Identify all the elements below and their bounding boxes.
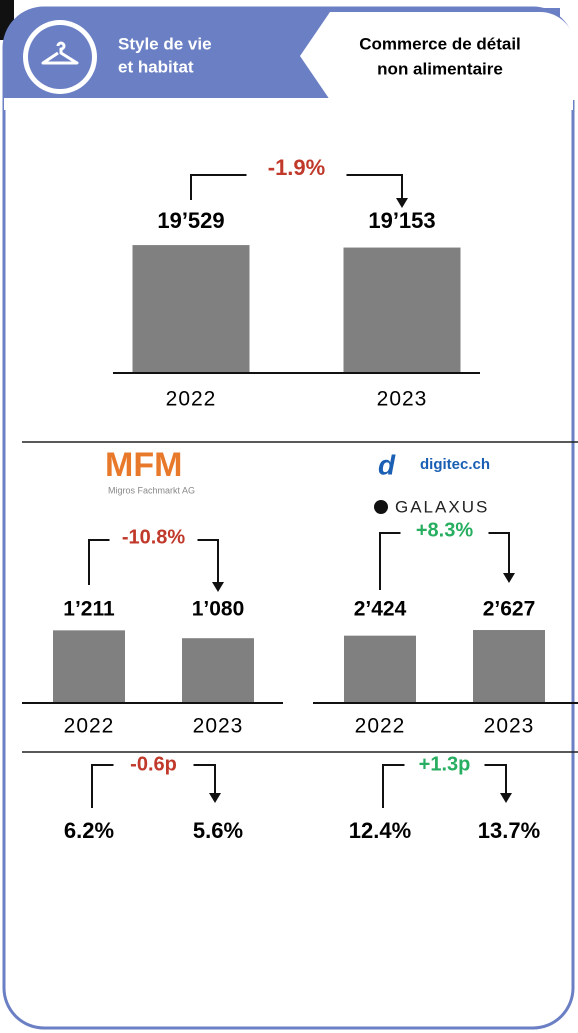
arrow-head [396,198,408,208]
arrow-head [500,793,512,803]
value-label: 19’529 [157,208,224,233]
galaxus-icon [374,500,388,514]
value-label: 2’424 [354,598,407,621]
arrow-head [212,582,224,592]
category-line: et habitat [118,57,194,76]
bar [473,630,545,703]
bracket [88,539,110,585]
change-label: -0.6p [130,753,177,775]
x-tick-label: 2023 [377,388,428,411]
x-tick-label: 2023 [193,715,244,738]
value-label: 1’211 [63,598,115,621]
x-tick-label: 2022 [64,715,115,738]
header-gap [4,98,573,110]
change-label: -1.9% [268,155,325,180]
bar [53,630,125,703]
change-label: -10.8% [122,526,186,548]
bracket [193,764,216,795]
logo-mfm-sub: Migros Fachmarkt AG [108,485,195,495]
bracket [484,764,507,795]
change-label: +1.3p [419,753,471,775]
arrow-head [209,793,221,803]
hanger-icon [41,41,79,65]
sector-line: non alimentaire [377,59,503,78]
bar [132,245,250,373]
bracket [346,174,403,200]
share-value: 12.4% [349,818,411,843]
icon-bg [28,25,92,89]
bracket [382,764,405,808]
bracket [190,174,247,200]
share-value: 6.2% [64,818,114,843]
value-label: 2’627 [483,598,536,621]
bracket [379,532,401,590]
logo-mfm: MFM [105,446,182,484]
share-value: 13.7% [478,818,540,843]
logo-galaxus: GALAXUS [395,497,489,516]
value-label: 19’153 [368,208,435,233]
sector-line: Commerce de détail [359,34,521,53]
category-line: Style de vie [118,34,212,53]
share-value: 5.6% [193,818,243,843]
digitec-mark: d [378,449,396,480]
bracket [197,539,219,584]
bar [182,638,254,703]
value-label: 1’080 [192,598,245,621]
bracket [488,532,510,575]
x-tick-label: 2023 [484,715,535,738]
bracket [91,764,114,808]
sector-tab [300,12,575,100]
x-tick-label: 2022 [166,388,217,411]
arrow-head [503,573,515,583]
change-label: +8.3% [416,519,473,541]
bar [343,247,461,373]
x-tick-label: 2022 [355,715,406,738]
bar [344,635,416,703]
logo-digitec: digitec.ch [420,456,490,473]
